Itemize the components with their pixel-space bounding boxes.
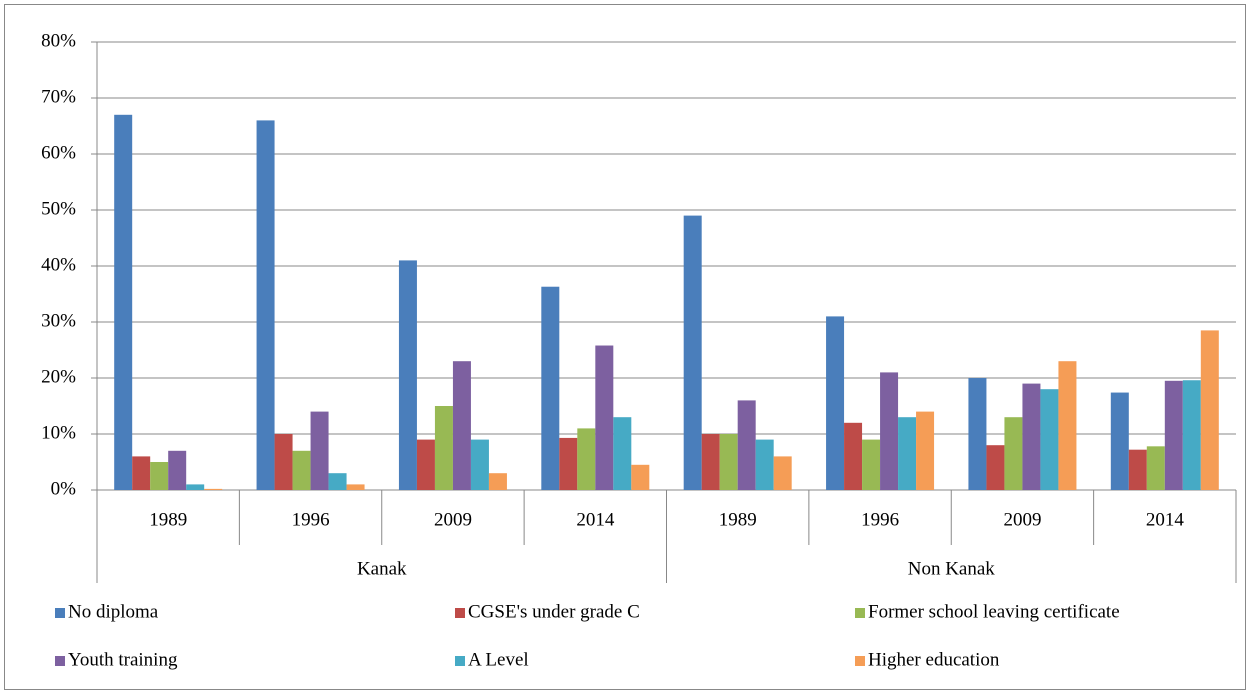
x-tick-label: 2009 <box>434 509 472 530</box>
bar <box>701 434 720 490</box>
bar <box>844 422 863 490</box>
bar <box>737 400 756 490</box>
y-tick-label: 0% <box>51 478 77 499</box>
legend-swatch <box>455 656 465 666</box>
legend-label: Youth training <box>68 649 178 670</box>
y-tick-label: 60% <box>41 142 76 163</box>
bar <box>968 378 987 490</box>
y-tick-label: 30% <box>41 310 76 331</box>
bar <box>1164 380 1183 490</box>
legend-swatch <box>55 656 65 666</box>
bar <box>150 462 169 490</box>
bar <box>328 473 347 490</box>
chart-frame <box>4 4 1246 690</box>
x-tick-label: 1989 <box>719 509 757 530</box>
bar <box>256 120 275 491</box>
bar <box>1146 446 1165 490</box>
legend-label: Higher education <box>868 649 1000 670</box>
legend-label: Former school leaving certificate <box>868 601 1120 622</box>
bar <box>1128 449 1147 490</box>
legend-swatch <box>855 656 865 666</box>
bar <box>559 437 578 490</box>
bar <box>898 417 917 490</box>
bar <box>826 316 845 490</box>
bar <box>204 488 223 490</box>
bar <box>310 411 329 490</box>
bar <box>631 464 650 490</box>
x-tick-label: 2014 <box>1146 509 1185 530</box>
bar <box>1182 380 1201 490</box>
x-tick-label: 1989 <box>149 509 187 530</box>
bar <box>186 484 205 490</box>
bar <box>398 260 417 490</box>
bar <box>986 445 1005 490</box>
bar <box>595 345 614 490</box>
bar <box>577 428 596 490</box>
y-tick-label: 20% <box>41 366 76 387</box>
bar <box>488 473 507 490</box>
bar <box>292 450 311 490</box>
x-tick-label: 2009 <box>1003 509 1041 530</box>
bar <box>416 439 435 490</box>
bar <box>1004 417 1023 490</box>
bar <box>880 372 899 490</box>
bar <box>434 406 453 490</box>
bar <box>613 417 632 490</box>
x-tick-label: 1996 <box>861 509 899 530</box>
legend-label: No diploma <box>68 601 159 622</box>
bar <box>132 456 151 490</box>
x-tick-label: 2014 <box>576 509 615 530</box>
bar <box>1200 330 1219 490</box>
bar <box>168 450 187 490</box>
legend-swatch <box>855 608 865 618</box>
legend-swatch <box>455 608 465 618</box>
bar <box>452 361 471 490</box>
bar <box>862 439 881 490</box>
y-tick-label: 40% <box>41 254 76 275</box>
y-tick-label: 50% <box>41 198 76 219</box>
bar <box>773 456 792 490</box>
bar <box>683 215 702 490</box>
bar <box>719 434 738 490</box>
y-tick-label: 10% <box>41 422 76 443</box>
bar <box>346 484 365 490</box>
bar <box>274 434 293 490</box>
bar <box>1058 361 1077 490</box>
legend-swatch <box>55 608 65 618</box>
y-tick-label: 70% <box>41 86 76 107</box>
bar <box>1022 383 1041 490</box>
bar <box>114 114 133 491</box>
bar <box>1040 389 1059 490</box>
group-label: Kanak <box>357 558 407 579</box>
bar <box>755 439 774 490</box>
legend-label: CGSE's under grade C <box>468 601 640 622</box>
y-tick-label: 80% <box>41 30 76 51</box>
bar <box>916 411 935 490</box>
legend-label: A Level <box>468 649 529 670</box>
x-tick-label: 1996 <box>292 509 330 530</box>
bar <box>1110 392 1129 490</box>
group-label: Non Kanak <box>908 558 996 579</box>
bar <box>470 439 489 490</box>
bar <box>541 286 560 490</box>
